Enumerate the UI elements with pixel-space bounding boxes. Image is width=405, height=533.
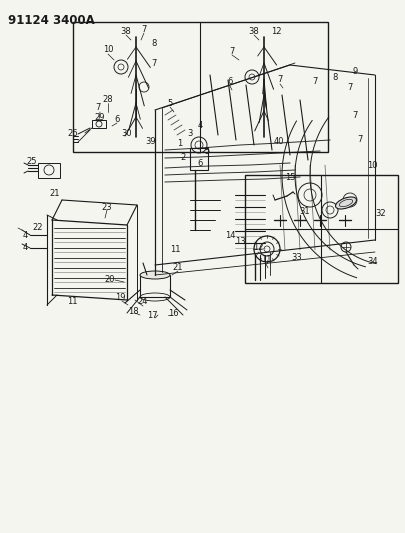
Bar: [244, 175, 397, 283]
Text: 39: 39: [145, 138, 156, 147]
Text: 30: 30: [122, 128, 132, 138]
Text: 38: 38: [248, 28, 259, 36]
Text: 12: 12: [270, 28, 281, 36]
Text: 11: 11: [169, 246, 180, 254]
Bar: [38, 163, 60, 178]
Text: 13: 13: [234, 238, 245, 246]
Text: 28: 28: [102, 95, 113, 104]
Text: 11: 11: [260, 255, 271, 264]
Text: 7: 7: [346, 84, 352, 93]
Text: 7: 7: [141, 26, 146, 35]
Text: 21: 21: [172, 263, 183, 272]
Text: 7: 7: [229, 47, 234, 56]
Text: 91124 3400A: 91124 3400A: [8, 14, 94, 27]
Ellipse shape: [335, 197, 356, 209]
Text: 10: 10: [366, 160, 376, 169]
Text: 24: 24: [137, 297, 148, 306]
Text: 25: 25: [27, 157, 37, 166]
Text: 33: 33: [291, 253, 302, 262]
Text: 7: 7: [356, 135, 362, 144]
Text: 17: 17: [146, 311, 157, 320]
Text: 8: 8: [332, 74, 337, 83]
Text: 7: 7: [311, 77, 317, 86]
Text: 1: 1: [177, 139, 182, 148]
Bar: [190, 148, 207, 170]
Text: 6: 6: [197, 158, 202, 167]
Text: 5: 5: [167, 99, 172, 108]
Text: 3: 3: [187, 128, 192, 138]
Text: 15: 15: [284, 174, 294, 182]
Text: 9: 9: [352, 68, 357, 77]
Ellipse shape: [140, 271, 170, 279]
Bar: [92, 120, 106, 128]
Text: 29: 29: [94, 114, 105, 123]
Text: 5: 5: [204, 148, 209, 157]
Text: 4: 4: [22, 244, 28, 253]
Text: 4: 4: [22, 230, 28, 239]
Text: 7: 7: [352, 110, 357, 119]
Text: 21: 21: [50, 190, 60, 198]
Text: 34: 34: [367, 256, 377, 265]
Text: 6: 6: [227, 77, 232, 86]
Text: 6: 6: [114, 116, 119, 125]
Bar: [140, 275, 170, 297]
Text: 22: 22: [33, 223, 43, 232]
Text: 14: 14: [224, 230, 234, 239]
Text: 11: 11: [66, 297, 77, 306]
Text: 40: 40: [273, 138, 284, 147]
Text: 12: 12: [252, 244, 262, 253]
Text: 20: 20: [104, 276, 115, 285]
Text: 31: 31: [299, 206, 309, 215]
Text: 7: 7: [95, 102, 100, 111]
Text: 10: 10: [102, 45, 113, 54]
Text: 26: 26: [68, 128, 78, 138]
Text: 4: 4: [197, 122, 202, 131]
Text: 7: 7: [151, 60, 156, 69]
Text: 32: 32: [375, 208, 386, 217]
Text: 18: 18: [128, 306, 138, 316]
Text: 2: 2: [180, 152, 185, 161]
Text: 8: 8: [151, 39, 156, 49]
Text: 7: 7: [277, 76, 282, 85]
Text: 38: 38: [120, 28, 131, 36]
Text: 19: 19: [115, 294, 125, 303]
Text: 23: 23: [101, 203, 112, 212]
Bar: [73, 22, 327, 152]
Text: 16: 16: [167, 309, 178, 318]
